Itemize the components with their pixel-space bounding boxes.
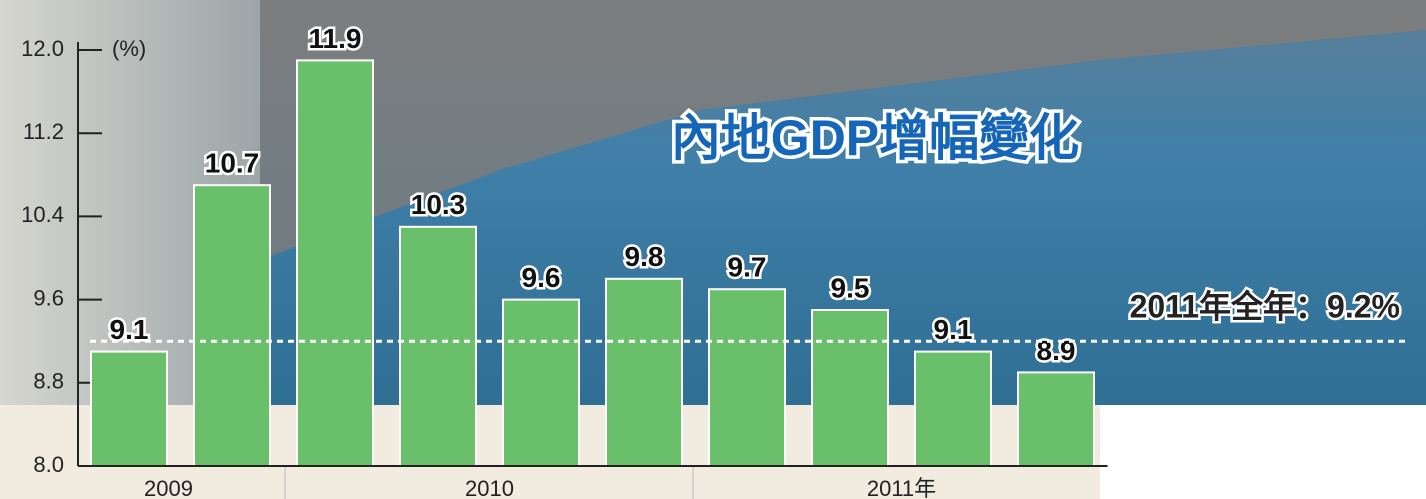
y-tick-label: 10.4 bbox=[21, 202, 64, 227]
y-unit: (%) bbox=[112, 36, 146, 61]
value-label: 10.7 bbox=[205, 148, 260, 179]
value-label: 8.9 bbox=[1037, 335, 1076, 366]
y-tick-label: 11.2 bbox=[23, 119, 64, 144]
bar bbox=[91, 352, 167, 466]
value-label: 9.8 bbox=[625, 241, 664, 272]
value-label: 9.7 bbox=[728, 252, 767, 283]
bar bbox=[606, 279, 682, 466]
bar bbox=[400, 227, 476, 466]
value-label: 10.3 bbox=[411, 189, 466, 220]
reference-label: 2011年全年：9.2% bbox=[1130, 289, 1400, 325]
bar bbox=[709, 289, 785, 466]
y-tick-label: 8.0 bbox=[33, 452, 64, 477]
chart-title: 內地GDP增幅變化 bbox=[671, 110, 1079, 166]
y-tick-label: 12.0 bbox=[21, 36, 64, 61]
y-tick-label: 8.8 bbox=[33, 369, 64, 394]
bar bbox=[503, 300, 579, 466]
x-group-label: 2010 bbox=[465, 476, 514, 499]
y-tick-label: 9.6 bbox=[33, 285, 64, 310]
value-label: 9.6 bbox=[522, 262, 561, 293]
chart: 內地GDP增幅變化 (%) 8.08.89.610.411.212.09.110… bbox=[0, 0, 1426, 499]
x-group-label: 2011年 bbox=[867, 476, 936, 499]
value-label: 9.5 bbox=[831, 272, 870, 303]
x-group-label: 2009 bbox=[144, 476, 193, 499]
value-label: 11.9 bbox=[309, 23, 362, 54]
bar bbox=[915, 352, 991, 466]
blank bbox=[1100, 405, 1426, 499]
bar bbox=[812, 310, 888, 466]
bar bbox=[1018, 372, 1094, 466]
bar bbox=[194, 185, 270, 466]
bar bbox=[297, 60, 373, 466]
